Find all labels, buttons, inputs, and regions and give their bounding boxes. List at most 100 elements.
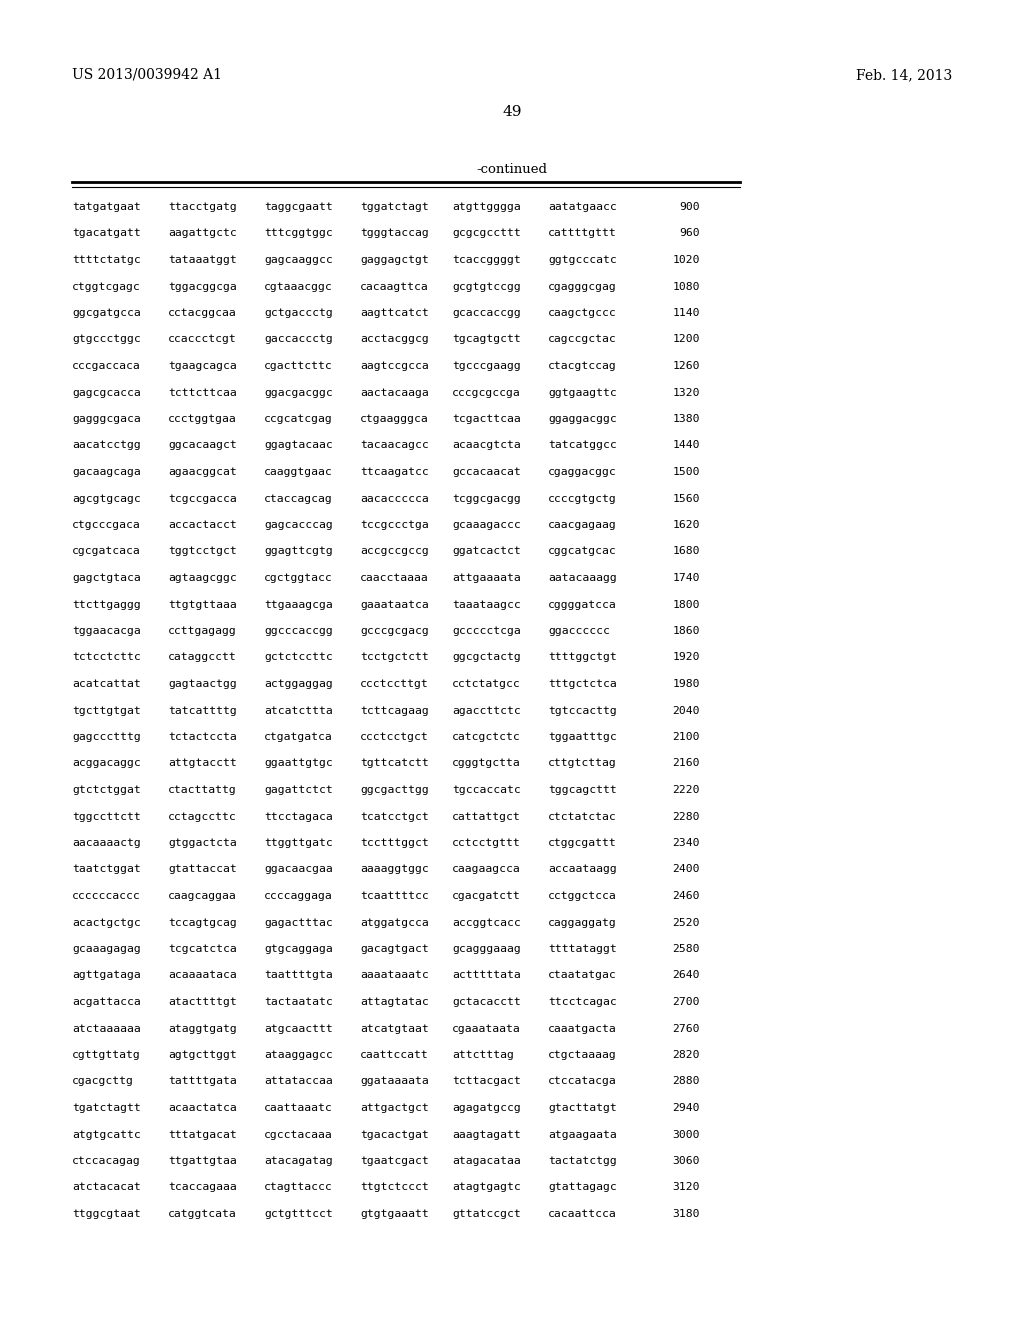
Text: gcagggaaag: gcagggaaag — [452, 944, 521, 954]
Text: gagcgcacca: gagcgcacca — [72, 388, 140, 397]
Text: ttggcgtaat: ttggcgtaat — [72, 1209, 140, 1218]
Text: ctctatctac: ctctatctac — [548, 812, 616, 821]
Text: tccagtgcag: tccagtgcag — [168, 917, 237, 928]
Text: aaagtagatt: aaagtagatt — [452, 1130, 521, 1139]
Text: ccctggtgaa: ccctggtgaa — [168, 414, 237, 424]
Text: tctactccta: tctactccta — [168, 733, 237, 742]
Text: tttgctctca: tttgctctca — [548, 678, 616, 689]
Text: ccccaggaga: ccccaggaga — [264, 891, 333, 902]
Text: 1140: 1140 — [673, 308, 700, 318]
Text: ggagtacaac: ggagtacaac — [264, 441, 333, 450]
Text: tggacggcga: tggacggcga — [168, 281, 237, 292]
Text: 1860: 1860 — [673, 626, 700, 636]
Text: caattaaatc: caattaaatc — [264, 1104, 333, 1113]
Text: ggtgaagttc: ggtgaagttc — [548, 388, 616, 397]
Text: ggacaacgaa: ggacaacgaa — [264, 865, 333, 874]
Text: attagtatac: attagtatac — [360, 997, 429, 1007]
Text: agagatgccg: agagatgccg — [452, 1104, 521, 1113]
Text: tggatctagt: tggatctagt — [360, 202, 429, 213]
Text: gagcacccag: gagcacccag — [264, 520, 333, 531]
Text: cgttgttatg: cgttgttatg — [72, 1049, 140, 1060]
Text: 1980: 1980 — [673, 678, 700, 689]
Text: cctacggcaa: cctacggcaa — [168, 308, 237, 318]
Text: catggtcata: catggtcata — [168, 1209, 237, 1218]
Text: atgcaacttt: atgcaacttt — [264, 1023, 333, 1034]
Text: cctcctgttt: cctcctgttt — [452, 838, 521, 847]
Text: cggcatgcac: cggcatgcac — [548, 546, 616, 557]
Text: 3180: 3180 — [673, 1209, 700, 1218]
Text: agttgataga: agttgataga — [72, 970, 140, 981]
Text: gctctccttc: gctctccttc — [264, 652, 333, 663]
Text: 960: 960 — [679, 228, 700, 239]
Text: 1620: 1620 — [673, 520, 700, 531]
Text: cctggctcca: cctggctcca — [548, 891, 616, 902]
Text: ccctcctgct: ccctcctgct — [360, 733, 429, 742]
Text: tctcctcttc: tctcctcttc — [72, 652, 140, 663]
Text: tgcttgtgat: tgcttgtgat — [72, 705, 140, 715]
Text: tgaatcgact: tgaatcgact — [360, 1156, 429, 1166]
Text: tcaccagaaa: tcaccagaaa — [168, 1183, 237, 1192]
Text: ttcctcagac: ttcctcagac — [548, 997, 616, 1007]
Text: aactacaaga: aactacaaga — [360, 388, 429, 397]
Text: tactatctgg: tactatctgg — [548, 1156, 616, 1166]
Text: agtgcttggt: agtgcttggt — [168, 1049, 237, 1060]
Text: 1380: 1380 — [673, 414, 700, 424]
Text: ataggtgatg: ataggtgatg — [168, 1023, 237, 1034]
Text: cccgaccaca: cccgaccaca — [72, 360, 140, 371]
Text: ggtgcccatc: ggtgcccatc — [548, 255, 616, 265]
Text: gcccgcgacg: gcccgcgacg — [360, 626, 429, 636]
Text: cattattgct: cattattgct — [452, 812, 521, 821]
Text: 2280: 2280 — [673, 812, 700, 821]
Text: atagacataa: atagacataa — [452, 1156, 521, 1166]
Text: ctggcgattt: ctggcgattt — [548, 838, 616, 847]
Text: gctacacctt: gctacacctt — [452, 997, 521, 1007]
Text: cgcgatcaca: cgcgatcaca — [72, 546, 140, 557]
Text: tataaatggt: tataaatggt — [168, 255, 237, 265]
Text: cgacgatctt: cgacgatctt — [452, 891, 521, 902]
Text: 900: 900 — [679, 202, 700, 213]
Text: cgacttcttc: cgacttcttc — [264, 360, 333, 371]
Text: ggcgctactg: ggcgctactg — [452, 652, 521, 663]
Text: ggaattgtgc: ggaattgtgc — [264, 759, 333, 768]
Text: gccacaacat: gccacaacat — [452, 467, 521, 477]
Text: gccccctcga: gccccctcga — [452, 626, 521, 636]
Text: aaaaggtggc: aaaaggtggc — [360, 865, 429, 874]
Text: tgttcatctt: tgttcatctt — [360, 759, 429, 768]
Text: catcgctctc: catcgctctc — [452, 733, 521, 742]
Text: ttttataggt: ttttataggt — [548, 944, 616, 954]
Text: gaaataatca: gaaataatca — [360, 599, 429, 610]
Text: aatatgaacc: aatatgaacc — [548, 202, 616, 213]
Text: ttgattgtaa: ttgattgtaa — [168, 1156, 237, 1166]
Text: gcaccaccgg: gcaccaccgg — [452, 308, 521, 318]
Text: acggacaggc: acggacaggc — [72, 759, 140, 768]
Text: gagggcgaca: gagggcgaca — [72, 414, 140, 424]
Text: taattttgta: taattttgta — [264, 970, 333, 981]
Text: cggggatcca: cggggatcca — [548, 599, 616, 610]
Text: US 2013/0039942 A1: US 2013/0039942 A1 — [72, 69, 222, 82]
Text: tatcatggcc: tatcatggcc — [548, 441, 616, 450]
Text: attctttag: attctttag — [452, 1049, 514, 1060]
Text: tatgatgaat: tatgatgaat — [72, 202, 140, 213]
Text: attgtacctt: attgtacctt — [168, 759, 237, 768]
Text: tactaatatc: tactaatatc — [264, 997, 333, 1007]
Text: gagtaactgg: gagtaactgg — [168, 678, 237, 689]
Text: gcgtgtccgg: gcgtgtccgg — [452, 281, 521, 292]
Text: gagctgtaca: gagctgtaca — [72, 573, 140, 583]
Text: tcgccgacca: tcgccgacca — [168, 494, 237, 503]
Text: gagactttac: gagactttac — [264, 917, 333, 928]
Text: ctacttattg: ctacttattg — [168, 785, 237, 795]
Text: tgtccacttg: tgtccacttg — [548, 705, 616, 715]
Text: cataggcctt: cataggcctt — [168, 652, 237, 663]
Text: tcggcgacgg: tcggcgacgg — [452, 494, 521, 503]
Text: 2700: 2700 — [673, 997, 700, 1007]
Text: atagtgagtc: atagtgagtc — [452, 1183, 521, 1192]
Text: aacaaaactg: aacaaaactg — [72, 838, 140, 847]
Text: ggcgacttgg: ggcgacttgg — [360, 785, 429, 795]
Text: ggacgacggc: ggacgacggc — [264, 388, 333, 397]
Text: accaataagg: accaataagg — [548, 865, 616, 874]
Text: tggaacacga: tggaacacga — [72, 626, 140, 636]
Text: atgtgcattc: atgtgcattc — [72, 1130, 140, 1139]
Text: 2160: 2160 — [673, 759, 700, 768]
Text: ggatcactct: ggatcactct — [452, 546, 521, 557]
Text: aacaccccca: aacaccccca — [360, 494, 429, 503]
